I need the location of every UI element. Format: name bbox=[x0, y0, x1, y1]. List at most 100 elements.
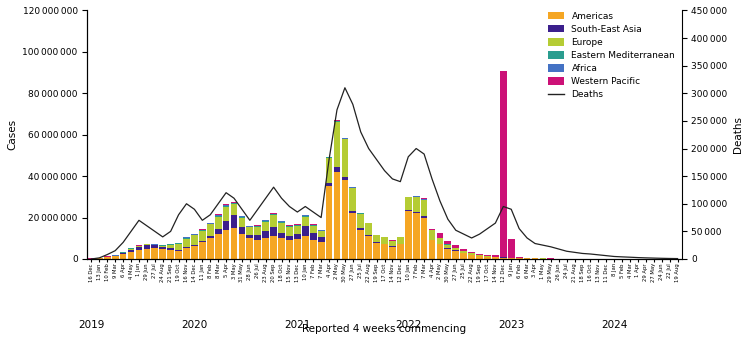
Bar bbox=[223, 204, 230, 205]
Bar bbox=[421, 198, 428, 199]
Bar bbox=[167, 248, 174, 250]
Bar bbox=[247, 235, 254, 238]
Bar bbox=[176, 251, 182, 259]
Bar bbox=[350, 211, 356, 213]
Bar bbox=[341, 177, 348, 180]
Bar bbox=[374, 243, 380, 259]
Bar bbox=[88, 258, 94, 259]
Bar bbox=[436, 234, 443, 238]
Bar bbox=[191, 234, 198, 235]
Bar bbox=[231, 202, 237, 203]
Bar bbox=[429, 240, 436, 259]
Bar bbox=[318, 237, 325, 242]
Bar bbox=[350, 188, 356, 211]
Bar bbox=[413, 212, 419, 213]
Bar bbox=[128, 249, 134, 250]
Bar bbox=[159, 247, 166, 249]
Bar bbox=[334, 120, 340, 121]
Bar bbox=[413, 197, 419, 212]
Bar bbox=[492, 256, 499, 257]
Bar bbox=[460, 251, 467, 253]
Bar bbox=[302, 215, 309, 216]
Bar bbox=[199, 230, 206, 231]
Bar bbox=[436, 244, 443, 259]
Bar bbox=[136, 246, 142, 247]
Bar bbox=[357, 228, 364, 230]
Bar bbox=[143, 245, 150, 249]
Bar bbox=[397, 237, 404, 244]
Bar bbox=[413, 213, 419, 259]
Bar bbox=[199, 229, 206, 230]
Y-axis label: Cases: Cases bbox=[7, 119, 17, 150]
Bar bbox=[357, 213, 364, 228]
Bar bbox=[278, 222, 285, 223]
Bar bbox=[96, 258, 103, 259]
Bar bbox=[128, 250, 134, 252]
Bar bbox=[262, 221, 269, 222]
Bar bbox=[223, 206, 230, 207]
Bar bbox=[445, 244, 452, 248]
Bar bbox=[223, 230, 230, 259]
Bar bbox=[247, 226, 254, 227]
Bar bbox=[405, 210, 412, 211]
Bar bbox=[310, 224, 316, 225]
Bar bbox=[207, 223, 214, 224]
Bar bbox=[254, 240, 261, 259]
Bar bbox=[389, 246, 396, 247]
Bar bbox=[421, 216, 428, 218]
Bar bbox=[468, 255, 475, 259]
Bar bbox=[310, 225, 316, 226]
Bar bbox=[492, 257, 499, 259]
Bar bbox=[207, 236, 214, 238]
Bar bbox=[294, 226, 301, 234]
Bar bbox=[302, 226, 309, 236]
Bar bbox=[152, 248, 158, 259]
Bar bbox=[128, 248, 134, 249]
Bar bbox=[120, 253, 127, 254]
Bar bbox=[270, 213, 277, 214]
Bar bbox=[143, 244, 150, 245]
Bar bbox=[302, 216, 309, 217]
Bar bbox=[286, 226, 292, 227]
Bar bbox=[452, 251, 459, 259]
Bar bbox=[238, 234, 245, 259]
Bar bbox=[247, 238, 254, 259]
Bar bbox=[365, 236, 372, 259]
Bar bbox=[508, 239, 515, 257]
Bar bbox=[326, 183, 332, 187]
Bar bbox=[254, 227, 261, 235]
Bar bbox=[183, 247, 190, 248]
Bar bbox=[286, 227, 292, 236]
Bar bbox=[183, 237, 190, 238]
Bar bbox=[223, 207, 230, 221]
Bar bbox=[302, 236, 309, 259]
Bar bbox=[294, 239, 301, 259]
Bar bbox=[231, 216, 237, 228]
Bar bbox=[262, 220, 269, 221]
Bar bbox=[223, 221, 230, 230]
Bar bbox=[270, 236, 277, 259]
Bar bbox=[476, 254, 483, 255]
Bar bbox=[341, 180, 348, 259]
Bar bbox=[278, 221, 285, 222]
Bar bbox=[262, 222, 269, 231]
Bar bbox=[326, 187, 332, 259]
Bar bbox=[365, 223, 372, 235]
Bar bbox=[104, 257, 111, 259]
Y-axis label: Deaths: Deaths bbox=[733, 116, 743, 153]
Bar bbox=[310, 226, 316, 233]
Bar bbox=[128, 252, 134, 259]
Bar bbox=[167, 244, 174, 245]
Bar bbox=[270, 216, 277, 227]
Bar bbox=[524, 257, 530, 258]
Bar bbox=[214, 216, 221, 217]
Bar bbox=[143, 249, 150, 259]
Bar bbox=[191, 235, 198, 245]
Bar bbox=[238, 217, 245, 218]
Bar bbox=[176, 244, 182, 250]
Bar bbox=[136, 247, 142, 250]
Bar bbox=[254, 235, 261, 240]
Bar bbox=[310, 233, 316, 240]
Bar bbox=[214, 215, 221, 216]
Bar bbox=[207, 224, 214, 236]
